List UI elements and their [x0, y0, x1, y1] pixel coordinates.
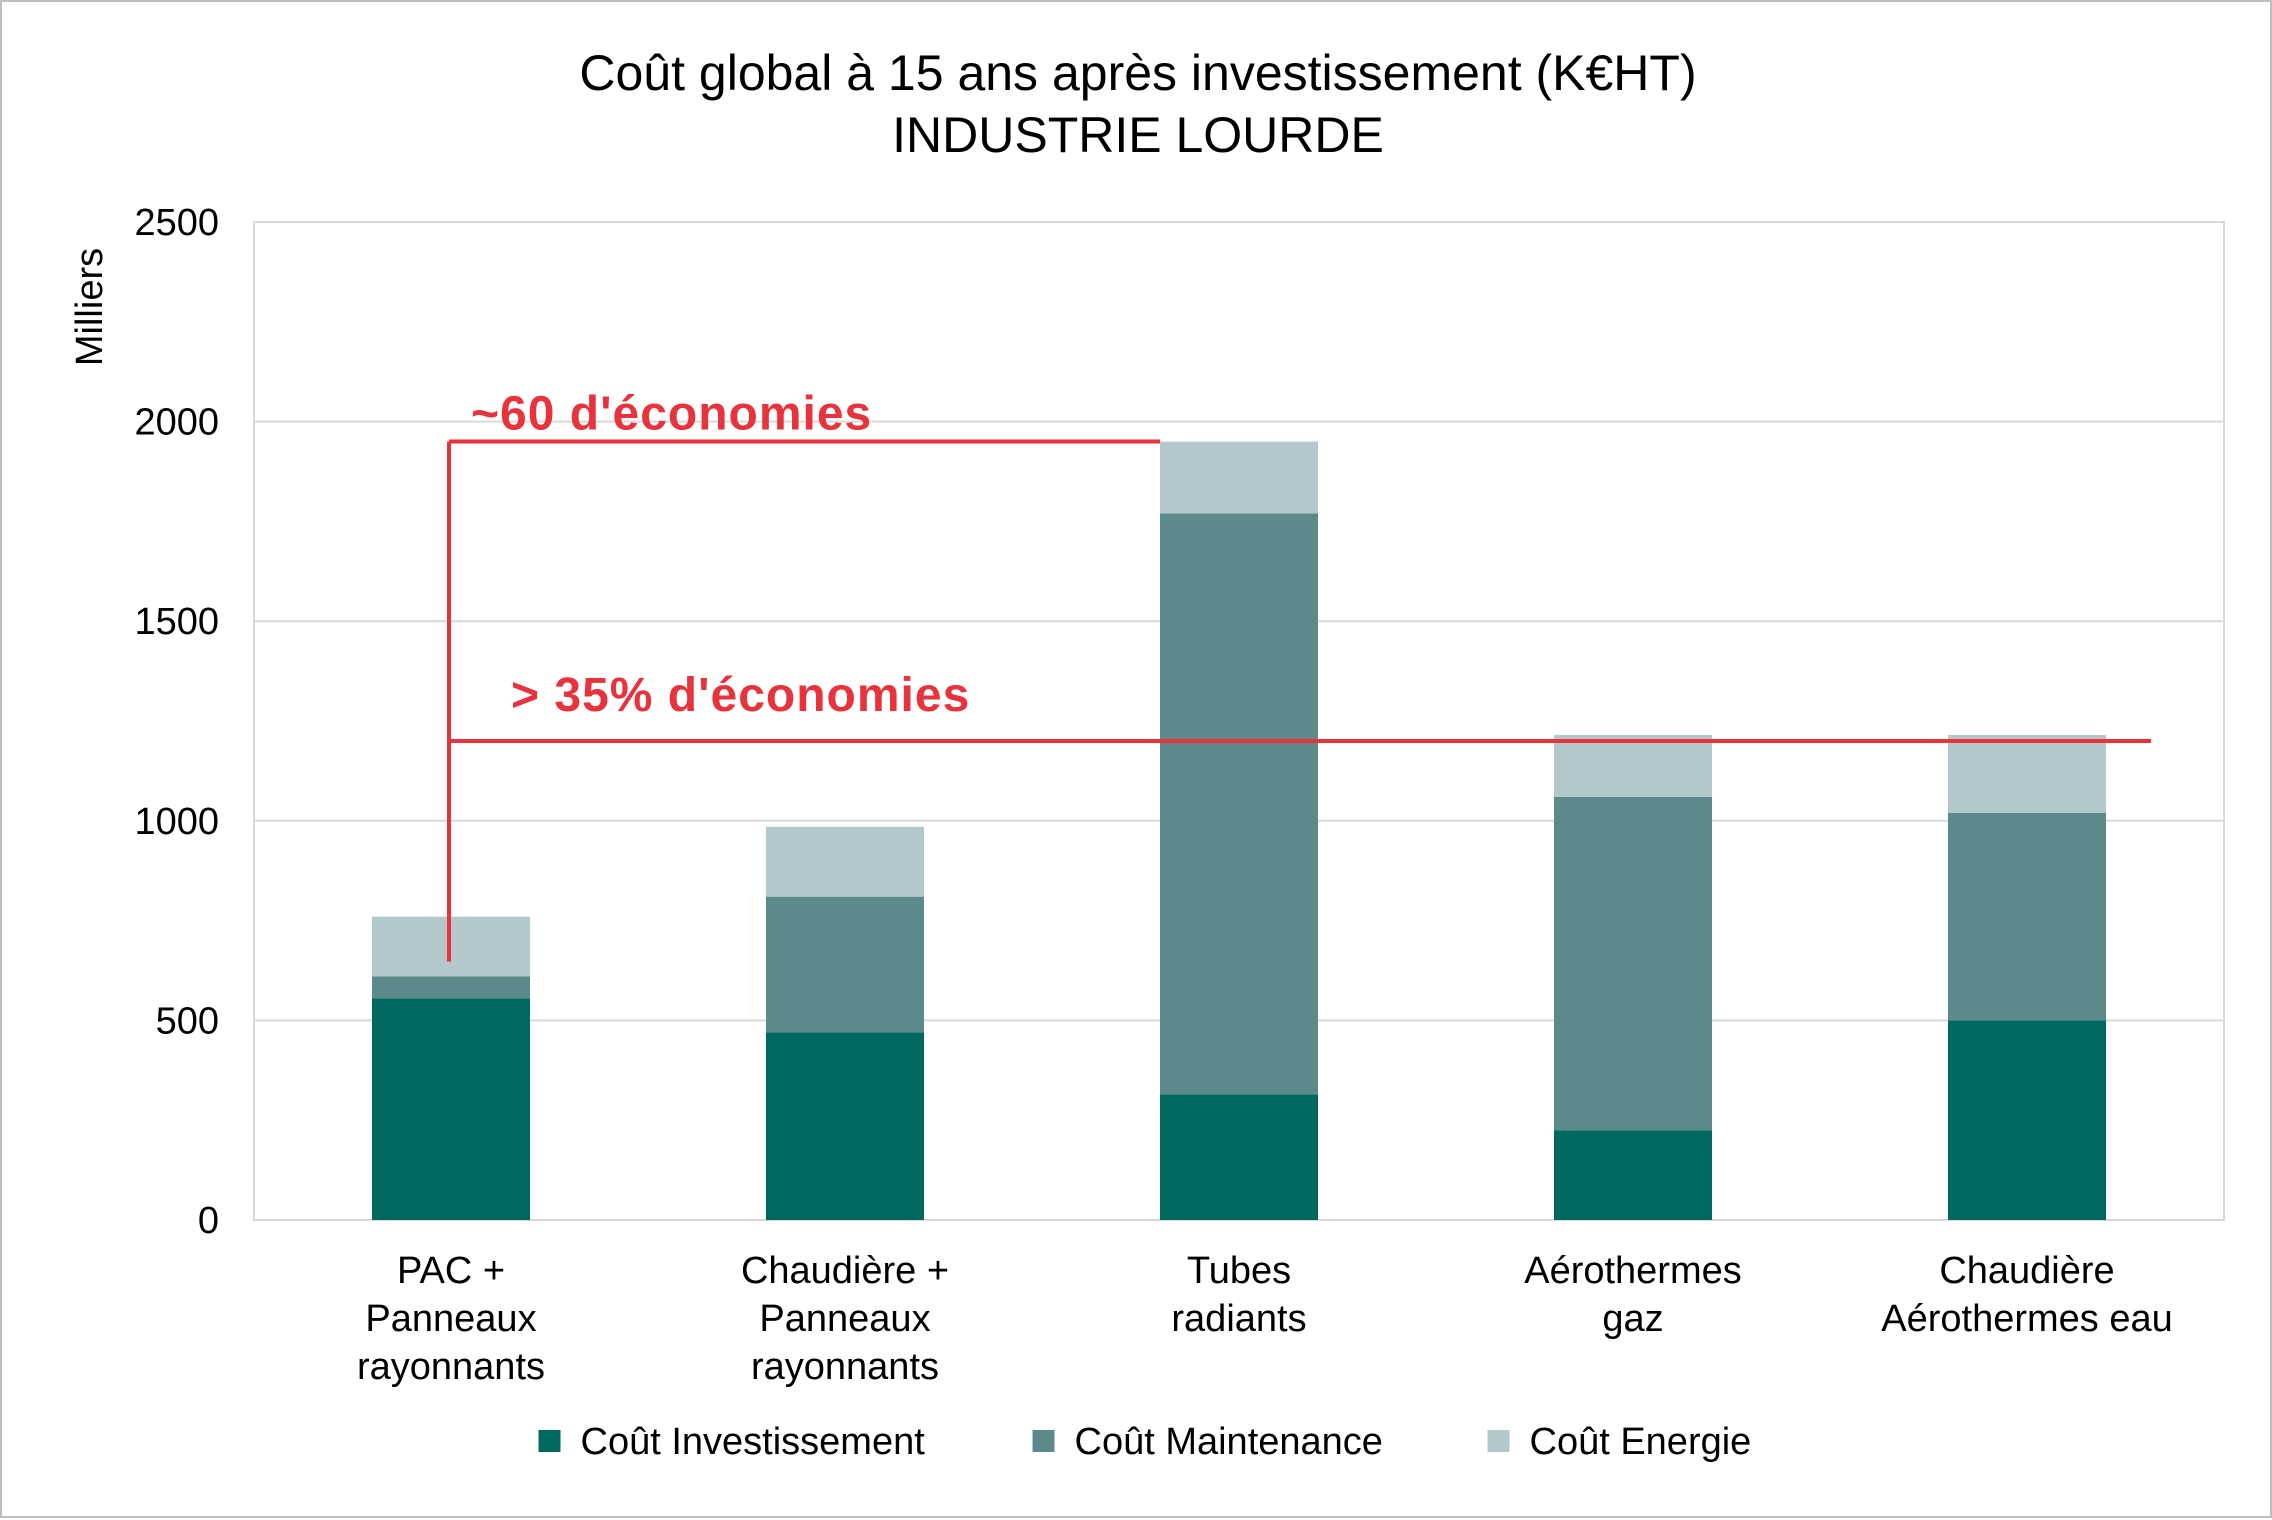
y-tick-label: 2000: [134, 402, 219, 444]
plot-area: 0 500 1000 1500 2000 2500 PAC + Panneaux rayonna…: [134, 202, 2225, 1388]
x-category-label: Tubes radiants: [1171, 1250, 1306, 1340]
bar-segment: [766, 826, 924, 897]
x-category-label: Chaudière Aérothermes eau: [1881, 1250, 2173, 1340]
bar-segment: [1554, 1130, 1712, 1220]
annotation-label: ~60 d'économies: [471, 388, 872, 441]
bar-segment: [1160, 513, 1318, 1095]
legend-swatch: [1487, 1430, 1510, 1452]
bar-segment: [766, 1032, 924, 1220]
bar-segment: [372, 998, 530, 1220]
chart-title: Coût global à 15 ans après investissemen…: [579, 45, 1696, 101]
y-tick-label: 2500: [134, 202, 219, 244]
bar-segment: [1160, 441, 1318, 514]
y-tick-label: 1000: [134, 801, 219, 843]
legend-label: Coût Energie: [1530, 1421, 1752, 1463]
bar-segment: [1948, 1020, 2106, 1220]
x-category-label: Chaudière + Panneaux rayonnants: [741, 1250, 949, 1388]
x-category-label: Aérothermes gaz: [1524, 1250, 1742, 1340]
annotation-label: > 35% d'économies: [511, 669, 970, 722]
y-axis-label: Milliers: [69, 248, 111, 366]
chart-subtitle: INDUSTRIE LOURDE: [892, 107, 1384, 163]
bar-segment: [1554, 734, 1712, 797]
legend-label: Coût Maintenance: [1075, 1421, 1383, 1463]
y-tick-label: 500: [156, 1000, 219, 1042]
bar-segment: [372, 976, 530, 999]
legend-label: Coût Investissement: [581, 1421, 926, 1463]
legend-swatch: [1032, 1430, 1055, 1452]
bar-segment: [766, 896, 924, 1033]
y-tick-label: 1500: [134, 601, 219, 643]
legend-swatch: [538, 1430, 561, 1452]
bar-segment: [1554, 796, 1712, 1131]
bar-segment: [1948, 812, 2106, 1021]
bar-segment: [1948, 734, 2106, 813]
bar-segment: [1160, 1094, 1318, 1220]
legend: Coût Investissement Coût Maintenance Coût …: [538, 1421, 1752, 1463]
x-category-label: PAC + Panneaux rayonnants: [357, 1250, 545, 1388]
y-tick-label: 0: [198, 1200, 219, 1242]
